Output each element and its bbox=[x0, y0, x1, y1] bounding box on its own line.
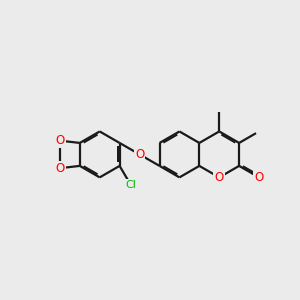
Text: O: O bbox=[55, 134, 64, 147]
Text: O: O bbox=[214, 171, 224, 184]
Text: O: O bbox=[254, 171, 264, 184]
Text: O: O bbox=[55, 162, 64, 175]
Text: Cl: Cl bbox=[126, 180, 136, 190]
Text: O: O bbox=[135, 148, 144, 161]
